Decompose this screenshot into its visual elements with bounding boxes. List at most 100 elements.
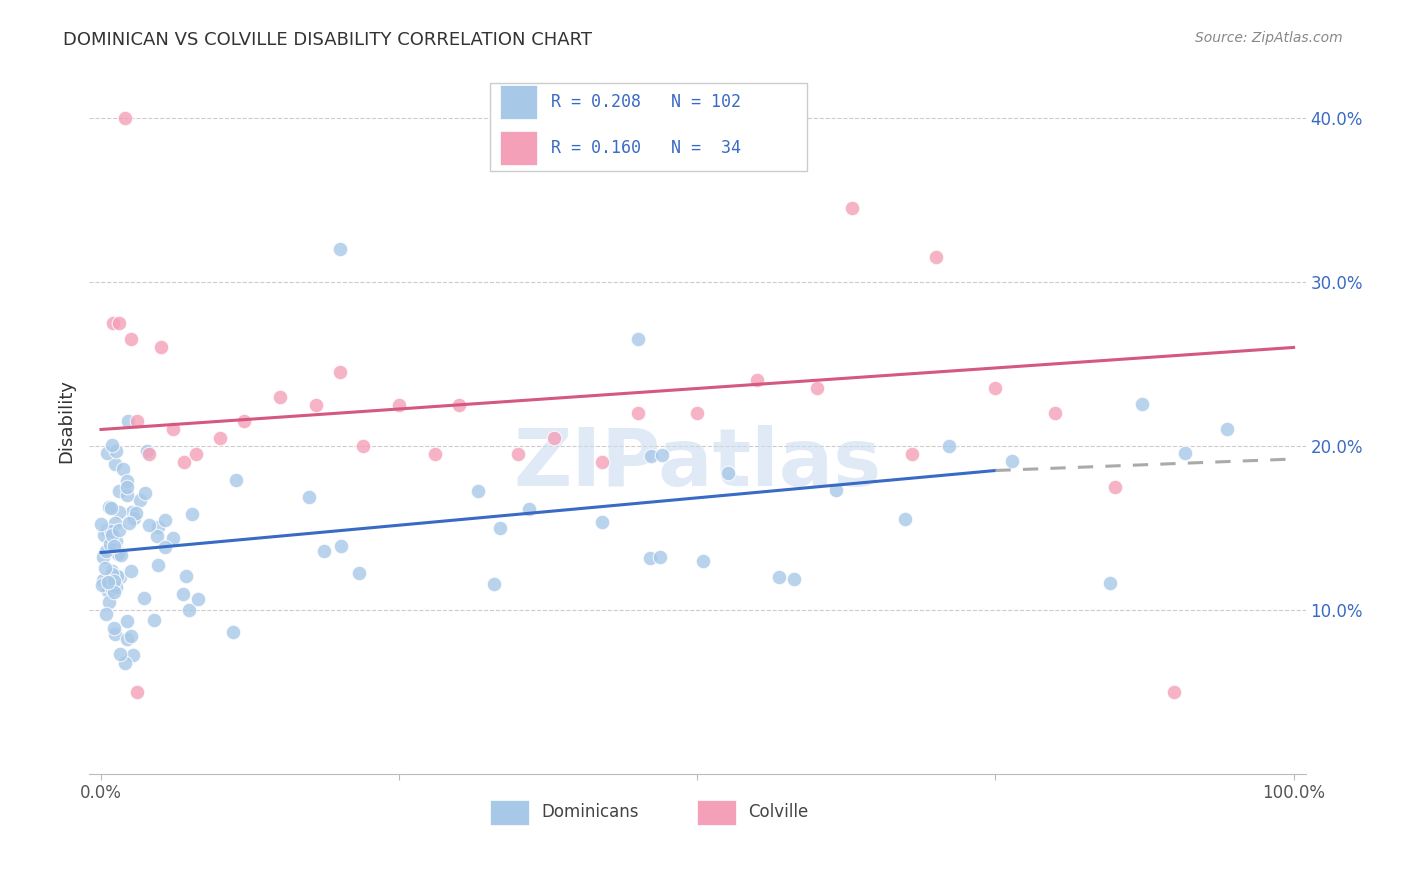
Point — [187, 591, 209, 606]
Point — [627, 332, 650, 346]
Point — [122, 648, 145, 663]
Point — [120, 564, 142, 578]
Point — [115, 488, 138, 502]
Point — [925, 250, 948, 264]
Point — [745, 373, 768, 387]
Point — [297, 490, 319, 504]
Point — [517, 502, 540, 516]
Y-axis label: Disability: Disability — [58, 379, 75, 463]
Point — [125, 506, 148, 520]
Point — [1216, 422, 1239, 436]
FancyBboxPatch shape — [491, 800, 530, 825]
Point — [146, 529, 169, 543]
Point — [101, 582, 124, 596]
FancyBboxPatch shape — [697, 800, 737, 825]
Point — [841, 201, 863, 215]
Point — [143, 613, 166, 627]
Point — [120, 629, 142, 643]
Point — [447, 398, 470, 412]
Point — [543, 431, 565, 445]
Point — [108, 570, 131, 584]
Point — [153, 513, 176, 527]
Point — [388, 398, 411, 412]
Point — [901, 447, 924, 461]
Point — [103, 574, 125, 589]
Point — [162, 422, 184, 436]
Point — [148, 519, 170, 533]
Point — [108, 505, 131, 519]
Point — [328, 242, 350, 256]
Text: R = 0.208   N = 102: R = 0.208 N = 102 — [551, 94, 741, 112]
Point — [768, 570, 790, 584]
Text: Source: ZipAtlas.com: Source: ZipAtlas.com — [1195, 31, 1343, 45]
Point — [103, 585, 125, 599]
Point — [125, 414, 148, 428]
Point — [894, 512, 917, 526]
Point — [1104, 480, 1126, 494]
Point — [107, 545, 129, 559]
Point — [172, 586, 194, 600]
Point — [222, 624, 245, 639]
Point — [352, 439, 374, 453]
Point — [105, 444, 128, 458]
Point — [692, 554, 714, 568]
Point — [97, 500, 120, 514]
Text: DOMINICAN VS COLVILLE DISABILITY CORRELATION CHART: DOMINICAN VS COLVILLE DISABILITY CORRELA… — [63, 31, 592, 49]
Point — [162, 531, 184, 545]
Point — [93, 528, 115, 542]
Point — [209, 431, 232, 445]
Point — [938, 439, 960, 453]
Point — [118, 516, 141, 530]
Point — [121, 505, 143, 519]
Point — [627, 406, 650, 420]
Text: Colville: Colville — [748, 804, 808, 822]
Point — [508, 447, 530, 461]
Point — [138, 518, 160, 533]
Point — [90, 516, 112, 531]
Point — [1043, 406, 1066, 420]
Point — [117, 632, 139, 646]
Point — [640, 449, 662, 463]
Point — [1173, 446, 1195, 460]
Point — [104, 457, 127, 471]
Point — [651, 448, 673, 462]
Point — [108, 316, 131, 330]
Point — [591, 515, 613, 529]
Point — [233, 414, 256, 428]
Point — [591, 455, 613, 469]
Point — [110, 549, 132, 563]
Text: ZIPatlas: ZIPatlas — [513, 425, 882, 502]
Point — [638, 550, 661, 565]
Point — [114, 656, 136, 670]
Point — [117, 475, 139, 489]
Point — [1099, 575, 1122, 590]
Point — [783, 572, 806, 586]
Point — [103, 621, 125, 635]
Point — [686, 406, 709, 420]
Point — [138, 447, 160, 461]
FancyBboxPatch shape — [501, 131, 537, 165]
Point — [806, 381, 828, 395]
Point — [96, 446, 118, 460]
Point — [94, 561, 117, 575]
Point — [347, 566, 370, 580]
Point — [984, 381, 1007, 395]
Point — [104, 627, 127, 641]
Text: R = 0.160   N =  34: R = 0.160 N = 34 — [551, 139, 741, 157]
Point — [111, 462, 134, 476]
Point — [305, 398, 328, 412]
Point — [90, 578, 112, 592]
Point — [91, 549, 114, 564]
Point — [717, 466, 740, 480]
Point — [100, 524, 122, 538]
Point — [329, 539, 352, 553]
Point — [101, 564, 124, 578]
Point — [225, 473, 247, 487]
Point — [135, 443, 157, 458]
Point — [107, 483, 129, 498]
Point — [96, 544, 118, 558]
Point — [149, 341, 172, 355]
Point — [128, 492, 150, 507]
Point — [107, 548, 129, 562]
Point — [482, 577, 505, 591]
